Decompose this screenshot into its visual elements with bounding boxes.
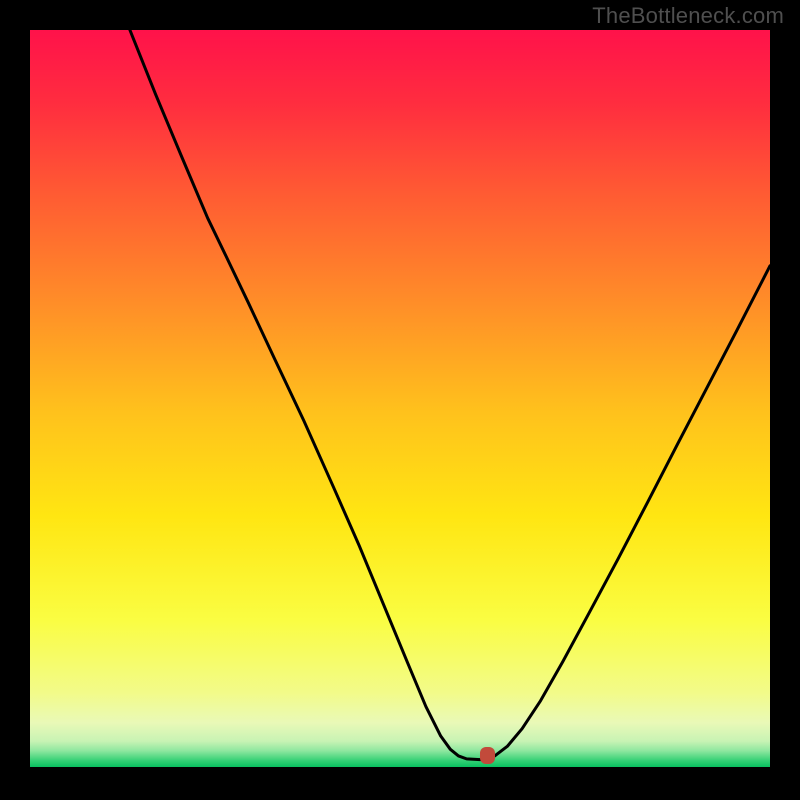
watermark-text: TheBottleneck.com <box>592 3 784 29</box>
optimal-point-marker <box>480 747 495 764</box>
curve-path <box>130 30 770 760</box>
plot-area <box>30 30 770 767</box>
bottleneck-curve <box>30 30 770 767</box>
